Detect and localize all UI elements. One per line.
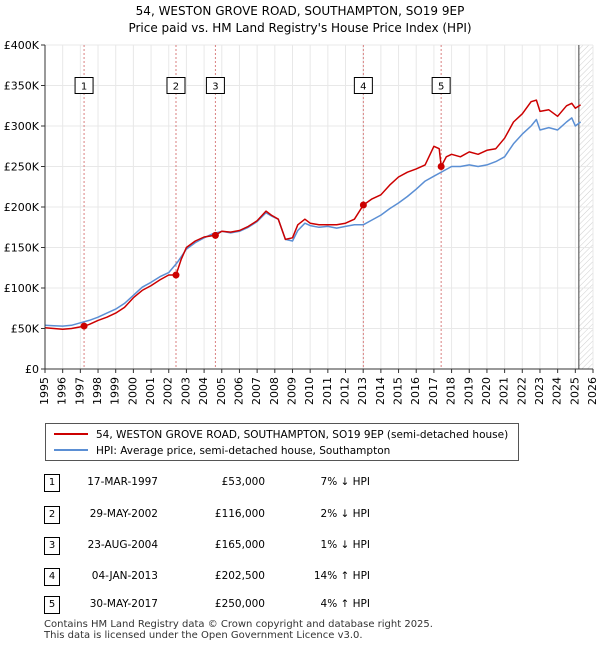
transaction-number: 1 [44,474,60,492]
transaction-hpi-diff: 7% ↓ HPI [320,476,370,488]
transaction-number: 4 [44,568,60,586]
transaction-price: £250,000 [214,598,265,610]
x-tick-label: 1998 [91,377,104,405]
x-tick-label: 1996 [56,377,69,405]
transaction-date: 30-MAY-2017 [89,598,158,610]
x-tick-label: 1999 [109,377,122,405]
transaction-label-box [353,77,373,94]
y-tick-label: £0 [25,363,39,376]
x-tick-label: 2012 [339,377,352,405]
x-tick-label: 2018 [445,377,458,405]
transaction-number: 3 [44,537,60,555]
x-tick-label: 2023 [533,377,546,405]
transaction-row: 1 17-MAR-1997 £53,000 7% ↓ HPI [0,474,600,494]
x-tick-label: 2017 [427,377,440,405]
x-tick-label: 2013 [356,377,369,405]
transaction-number: 2 [44,506,60,524]
transaction-label: 4 [360,82,366,93]
transaction-hpi-diff: 1% ↓ HPI [320,539,370,551]
x-tick-label: 2014 [374,377,387,405]
x-tick-label: 2022 [515,377,528,405]
x-tick-label: 2009 [285,377,298,405]
x-tick-label: 2011 [321,377,334,405]
x-tick-label: 2015 [392,377,405,405]
transaction-price: £116,000 [214,508,265,520]
property-price-line [44,99,581,331]
x-tick-label: 2024 [551,377,564,405]
transaction-row: 5 30-MAY-2017 £250,000 4% ↑ HPI [0,596,600,616]
legend-item-property: 54, WESTON GROVE ROAD, SOUTHAMPTON, SO19… [54,427,508,443]
transaction-number: 5 [44,596,60,614]
y-tick-label: £250K [4,161,40,174]
legend: 54, WESTON GROVE ROAD, SOUTHAMPTON, SO19… [45,423,519,461]
transaction-hpi-diff: 2% ↓ HPI [320,508,370,520]
transaction-row: 3 23-AUG-2004 £165,000 1% ↓ HPI [0,537,600,557]
transaction-hpi-diff: 4% ↑ HPI [320,598,370,610]
footer-copyright: Contains HM Land Registry data © Crown c… [44,619,433,630]
footer: Contains HM Land Registry data © Crown c… [44,619,433,641]
y-tick-label: £100K [4,282,40,295]
y-tick-label: £50K [11,323,40,336]
transaction-label: 1 [81,82,87,93]
transaction-label-box [74,77,94,94]
x-tick-label: 2003 [179,377,192,405]
y-tick-label: £300K [4,120,40,133]
transaction-row: 4 04-JAN-2013 £202,500 14% ↑ HPI [0,568,600,588]
x-tick-label: 2016 [409,377,422,405]
transaction-date: 17-MAR-1997 [87,476,158,488]
transaction-point [211,231,219,239]
legend-label-hpi: HPI: Average price, semi-detached house,… [96,445,391,457]
x-tick-label: 2008 [268,377,281,405]
x-tick-label: 2026 [586,377,599,405]
footer-licence: This data is licensed under the Open Gov… [44,630,363,641]
x-tick-label: 1995 [38,377,51,405]
transaction-hpi-diff: 14% ↑ HPI [313,570,370,582]
x-tick-label: 1997 [73,377,86,405]
transaction-price: £202,500 [214,570,265,582]
legend-item-hpi: HPI: Average price, semi-detached house,… [54,443,390,459]
transaction-row: 2 29-MAY-2002 £116,000 2% ↓ HPI [0,506,600,526]
legend-swatch-hpi [54,449,88,451]
x-tick-label: 2005 [215,377,228,405]
transaction-date: 29-MAY-2002 [89,508,158,520]
x-tick-label: 2020 [480,377,493,405]
transaction-point [80,322,88,330]
transaction-price: £53,000 [221,476,265,488]
transaction-label: 2 [173,82,179,93]
y-tick-label: £350K [4,80,40,93]
x-tick-label: 2001 [144,377,157,405]
x-tick-label: 2019 [462,377,475,405]
transaction-date: 04-JAN-2013 [91,570,158,582]
x-tick-label: 2007 [250,377,263,405]
x-tick-label: 2025 [568,377,581,405]
x-tick-label: 2000 [126,377,139,405]
chart-title: 54, WESTON GROVE ROAD, SOUTHAMPTON, SO19… [136,4,465,18]
transaction-price: £165,000 [214,539,265,551]
transaction-label: 5 [438,82,444,93]
transaction-date: 23-AUG-2004 [87,539,158,551]
hpi-line [44,117,582,327]
legend-swatch-property [54,433,88,435]
legend-label-property: 54, WESTON GROVE ROAD, SOUTHAMPTON, SO19… [96,429,509,441]
chart-subtitle: Price paid vs. HM Land Registry's House … [128,21,471,35]
plot-area: 1 2 3 4 5 £0 £50K £100K £150K £200K £250K £300K £350… [4,39,599,405]
x-tick-label: 2021 [498,377,511,405]
transaction-label: 3 [212,82,218,93]
x-tick-label: 2004 [197,377,210,405]
y-tick-label: £400K [4,39,40,52]
x-tick-label: 2002 [162,377,175,405]
transaction-label-box [205,77,225,94]
x-tick-label: 2010 [303,377,316,405]
transaction-point [172,271,180,279]
price-chart: 54, WESTON GROVE ROAD, SOUTHAMPTON, SO19… [4,4,599,405]
transaction-label-box [431,77,451,94]
x-tick-label: 2006 [232,377,245,405]
y-tick-label: £200K [4,201,40,214]
transaction-label-box [166,77,186,94]
y-tick-label: £150K [4,242,40,255]
transaction-point [437,163,445,170]
transaction-point [359,201,367,209]
